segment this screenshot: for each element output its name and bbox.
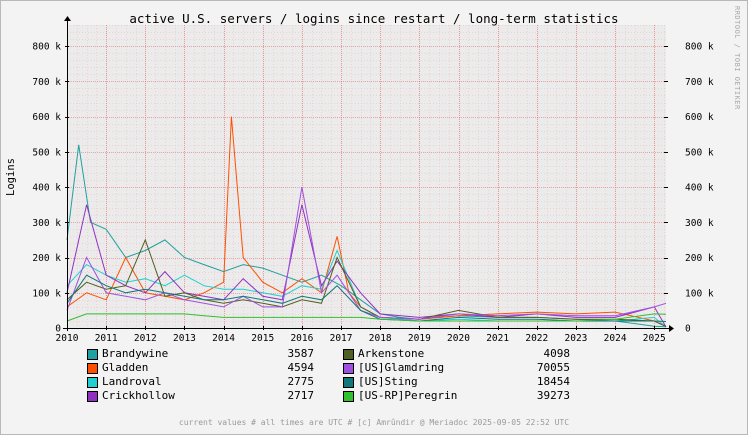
legend-current-value: 2717 [287,389,315,402]
y-tick-label: 600 k [32,112,61,123]
x-tick-label: 2011 [95,333,118,344]
legend-swatch [87,391,98,402]
legend-series-name: Arkenstone [358,347,425,360]
x-tick-label: 2019 [408,333,431,344]
chart-title: active U.S. servers / logins since resta… [129,11,618,26]
legend-series-name: [US-RP]Peregrin [358,389,458,402]
series-line-4 [66,238,667,328]
series-line-6 [66,274,667,322]
y-tick-label: 100 k [32,288,61,299]
legend-current-value: 3587 [287,347,315,360]
y-tick-label: 800 k [32,42,61,53]
legend-swatch [87,363,98,374]
legend-series-name: Crickhollow [102,389,175,402]
x-tick-label: 2012 [134,333,157,344]
y-tick-label-right: 200 k [685,253,714,264]
y-tick-label: 300 k [32,218,61,229]
legend-current-value: 4098 [543,347,571,360]
legend-series-name: Landroval [102,375,162,388]
legend-swatch [87,349,98,360]
legend-swatch [343,349,354,360]
x-tick-label: 2025 [643,333,666,344]
legend-series-name: [US]Glamdring [358,361,445,374]
y-tick-label-right: 300 k [685,218,714,229]
legend-series-name: Brandywine [102,347,169,360]
y-tick-label-right: 600 k [685,112,714,123]
x-tick-label: 2022 [525,333,548,344]
y-tick-label-right: 0 [685,324,691,335]
legend-swatch [87,377,98,388]
y-axis-label: Logins [5,158,17,196]
legend-current-value: 39273 [536,389,570,402]
chart-area: 2010 2011 2012 2013 2014 2015 2016 2017 2018 2019… [5,11,714,344]
y-tick-label: 700 k [32,77,61,88]
legend-entry: Crickhollow 2717 [87,389,314,403]
legend-current-value: 70055 [536,361,570,374]
x-tick-label: 2018 [369,333,392,344]
footer-text: current values # all times are UTC # [c]… [178,418,570,427]
legend-series-name: Gladden [102,361,149,374]
x-tick-label: 2013 [173,333,196,344]
plot-background [67,25,666,328]
legend-entry: [US-RP]Peregrin 39273 [343,389,570,403]
x-tick-label: 2024 [604,333,627,344]
series-line-1 [66,116,667,327]
y-tick-label-right: 800 k [685,42,714,53]
series-line-7 [66,313,667,322]
y-tick-label-right: 100 k [685,288,714,299]
rrdtool-watermark: RRDTOOL / TOBI OETIKER [733,6,741,110]
y-tick-label-right: 700 k [685,77,714,88]
x-tick-label: 2020 [447,333,470,344]
legend-current-value: 4594 [287,361,315,374]
legend-entry: [US]Glamdring 70055 [343,361,570,375]
legend-swatch [343,391,354,402]
x-tick-label: 2017 [330,333,353,344]
y-tick-label-right: 400 k [685,183,714,194]
y-tick-label-right: 500 k [685,147,714,158]
y-tick-label: 400 k [32,183,61,194]
x-tick-label: 2023 [565,333,588,344]
legend-series-name: [US]Sting [358,375,418,388]
x-tick-label: 2015 [251,333,274,344]
x-axis-arrow [669,325,674,332]
legend-entry: Gladden 4594 [87,361,314,375]
legend-swatch [343,363,354,374]
y-tick-label: 500 k [32,147,61,158]
legend-entry: Brandywine 3587 [87,347,314,361]
legend-entry: [US]Sting 18454 [343,375,570,389]
x-tick-label: 2021 [486,333,509,344]
legend-entry: Landroval 2775 [87,375,314,389]
legend-swatch [343,377,354,388]
y-axis-arrow [64,16,71,21]
x-tick-label: 2016 [290,333,313,344]
y-tick-label: 200 k [32,253,61,264]
major-gridlines [67,25,666,329]
legend-entry: Arkenstone 4098 [343,347,570,361]
y-tick-label: 0 [55,324,61,335]
x-tick-label: 2014 [212,333,235,344]
legend-current-value: 2775 [287,375,315,388]
x-tick-label: 2010 [56,333,79,344]
legend-current-value: 18454 [536,375,570,388]
series-line-5 [66,187,667,320]
